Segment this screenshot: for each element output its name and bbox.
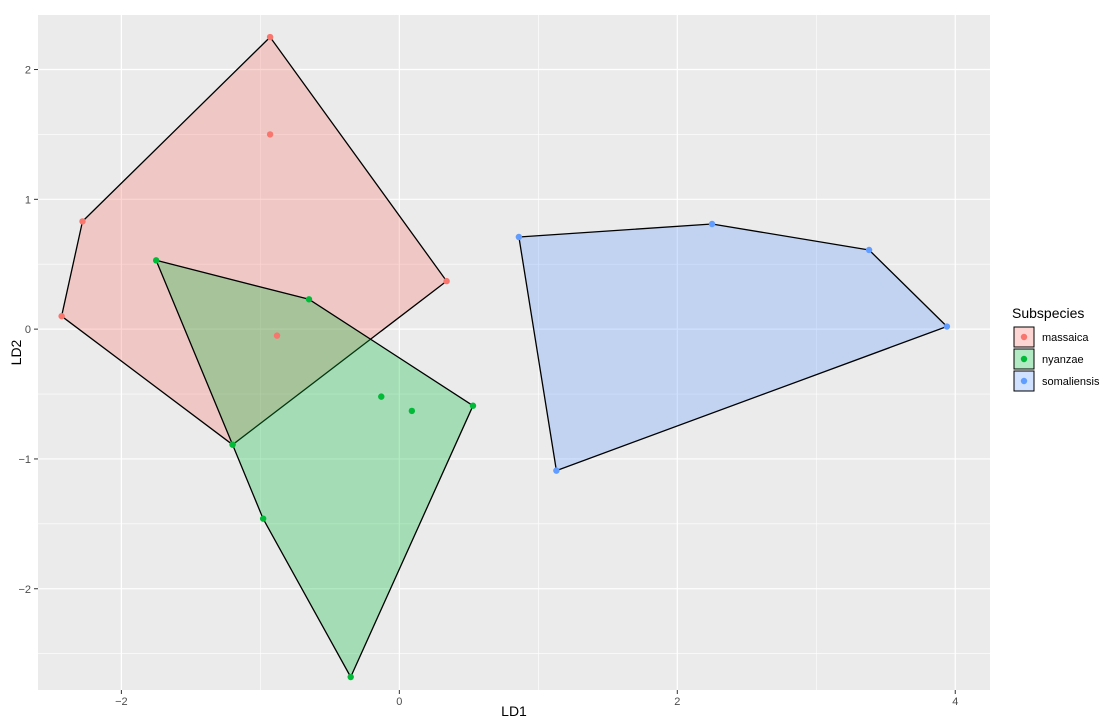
y-axis: −2 −1 0 1 2	[18, 65, 38, 596]
y-tick-label: −2	[18, 584, 31, 596]
y-tick-label: 1	[25, 194, 31, 206]
point-nyanzae	[469, 402, 477, 409]
point-massaica	[266, 33, 274, 41]
y-tick-label: 0	[25, 324, 31, 336]
point-nyanzae	[229, 441, 236, 448]
point-nyanzae	[347, 673, 354, 681]
point-somaliensis	[865, 246, 873, 254]
point-nyanzae	[259, 515, 267, 522]
legend-dot-nyanzae	[1020, 355, 1028, 363]
grid-major	[38, 15, 990, 690]
legend: Subspecies massaica nyanzae somaliensis	[1012, 305, 1100, 392]
point-nyanzae	[378, 393, 385, 400]
x-tick-label: −2	[115, 696, 128, 708]
point-massaica	[58, 312, 65, 320]
hull-somaliensis	[518, 223, 948, 472]
x-axis-title: LD1	[501, 703, 527, 719]
grid-minor	[38, 15, 990, 690]
point-massaica	[79, 218, 86, 225]
point-nyanzae	[408, 407, 416, 415]
y-axis-title: LD2	[8, 339, 24, 365]
hulls	[60, 36, 948, 678]
point-somaliensis	[708, 220, 716, 228]
y-tick-label: 2	[25, 65, 31, 77]
points	[58, 33, 951, 681]
legend-label-nyanzae: nyanzae	[1042, 354, 1084, 366]
y-tick-label: −1	[18, 454, 31, 466]
x-tick-label: 2	[674, 696, 680, 708]
x-tick-label: 0	[396, 696, 402, 708]
legend-dot-massaica	[1020, 333, 1028, 341]
point-somaliensis	[515, 233, 523, 241]
point-massaica	[266, 131, 274, 138]
point-somaliensis	[553, 467, 560, 474]
point-nyanzae	[152, 257, 160, 264]
hull-massaica	[60, 36, 448, 446]
legend-label-massaica: massaica	[1042, 332, 1089, 344]
plot-panel	[38, 15, 990, 690]
legend-dot-somaliensis	[1020, 377, 1028, 385]
legend-label-somaliensis: somaliensis	[1042, 376, 1100, 388]
point-massaica	[273, 332, 281, 339]
x-axis: −2 0 2 4	[115, 690, 958, 708]
point-somaliensis	[943, 323, 951, 330]
point-massaica	[443, 277, 450, 285]
legend-title: Subspecies	[1012, 305, 1084, 321]
x-tick-label: 4	[952, 696, 958, 708]
point-nyanzae	[305, 296, 313, 303]
